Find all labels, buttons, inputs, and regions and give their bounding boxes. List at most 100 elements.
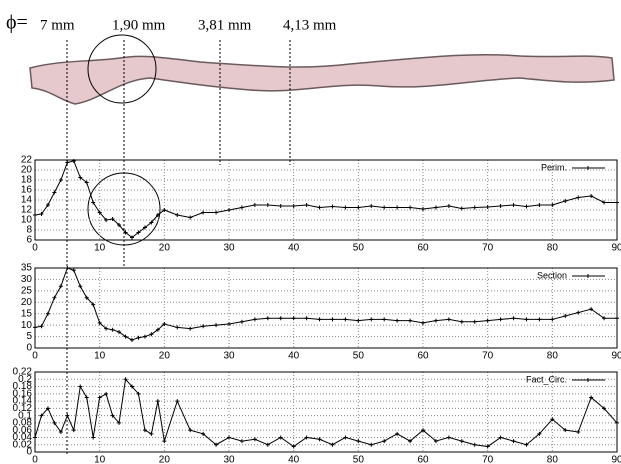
point-marker (71, 428, 76, 433)
x-tick-label: 90 (611, 455, 621, 464)
diameter-label: 7 mm (40, 17, 75, 33)
x-tick-label: 0 (32, 455, 38, 464)
point-marker (498, 204, 503, 208)
point-marker (395, 205, 400, 210)
point-marker (97, 320, 102, 325)
x-tick-label: 90 (611, 351, 621, 362)
point-marker (485, 318, 490, 323)
point-marker (602, 200, 607, 205)
point-marker (421, 207, 425, 211)
point-marker (110, 413, 115, 418)
point-marker (330, 204, 335, 209)
point-marker (576, 310, 581, 315)
x-tick-label: 70 (482, 243, 494, 254)
point-marker (433, 205, 438, 210)
point-marker (395, 431, 400, 436)
point-marker (563, 314, 568, 318)
point-marker (175, 325, 180, 330)
point-marker (265, 316, 270, 321)
highlight-circle (87, 34, 157, 104)
point-marker (214, 442, 219, 447)
point-marker (278, 435, 283, 440)
legend-label: Perim. (541, 162, 567, 172)
x-tick-label: 50 (353, 243, 365, 254)
point-marker (65, 266, 70, 270)
point-marker (317, 437, 322, 442)
point-marker (317, 317, 322, 322)
point-marker (330, 442, 335, 447)
y-tick-label: 20 (21, 165, 33, 176)
x-tick-label: 20 (159, 351, 171, 362)
x-tick-label: 70 (482, 351, 494, 362)
point-marker (175, 213, 180, 217)
point-marker (117, 330, 122, 334)
point-marker (45, 203, 50, 207)
point-marker (155, 327, 160, 332)
vessel (29, 53, 615, 105)
point-marker (356, 205, 361, 210)
legend-marker (586, 274, 590, 278)
point-marker (446, 435, 451, 440)
point-marker (356, 439, 361, 444)
plot-frame (34, 267, 618, 349)
y-tick-label: 0.2 (18, 374, 32, 385)
point-marker (91, 435, 96, 440)
point-marker (369, 204, 374, 208)
point-marker (58, 284, 63, 289)
point-marker (446, 204, 451, 208)
y-tick-label: 0.12 (13, 403, 33, 414)
point-marker (142, 334, 147, 339)
point-marker (589, 395, 594, 400)
diameter-label: 3,81 mm (198, 17, 252, 33)
point-marker (52, 420, 57, 425)
plot-frame (34, 159, 618, 241)
x-tick-label: 80 (547, 351, 559, 362)
point-marker (136, 391, 141, 396)
point-marker (550, 417, 555, 422)
y-tick-label: 0.22 (13, 367, 33, 378)
point-marker (356, 318, 361, 323)
point-marker (472, 205, 477, 210)
point-marker (537, 203, 542, 207)
point-marker (155, 213, 160, 217)
point-marker (524, 317, 529, 322)
point-marker (201, 324, 206, 329)
point-marker (104, 326, 109, 331)
point-marker (130, 235, 134, 240)
point-marker (252, 317, 257, 322)
point-marker (537, 317, 542, 322)
y-tick-label: 0 (26, 447, 32, 458)
point-marker (136, 335, 141, 340)
y-tick-label: 12 (21, 205, 33, 216)
y-tick-label: 0.04 (13, 432, 33, 443)
point-marker (459, 319, 464, 324)
point-marker (589, 307, 594, 312)
point-marker (227, 322, 231, 326)
x-tick-label: 0 (32, 243, 38, 254)
legend-marker (586, 166, 590, 170)
point-marker (214, 323, 219, 328)
point-marker (155, 399, 160, 404)
diameter-label: 4,13 mm (283, 17, 337, 33)
series-line (34, 160, 617, 239)
point-marker (511, 439, 516, 444)
point-marker (188, 215, 193, 220)
y-tick-label: 0 (26, 343, 32, 354)
point-marker (615, 316, 619, 321)
point-marker (52, 295, 57, 300)
y-tick-label: 16 (21, 185, 33, 196)
point-marker (130, 384, 134, 389)
point-marker (304, 203, 309, 207)
x-tick-label: 60 (417, 243, 429, 254)
point-marker (78, 175, 83, 180)
point-marker (304, 316, 309, 321)
point-marker (58, 178, 63, 182)
point-marker (45, 311, 50, 316)
point-marker (433, 439, 438, 444)
point-marker (615, 200, 619, 205)
y-tick-label: 0.02 (13, 439, 33, 450)
point-marker (201, 210, 206, 215)
y-tick-label: 30 (21, 274, 33, 285)
